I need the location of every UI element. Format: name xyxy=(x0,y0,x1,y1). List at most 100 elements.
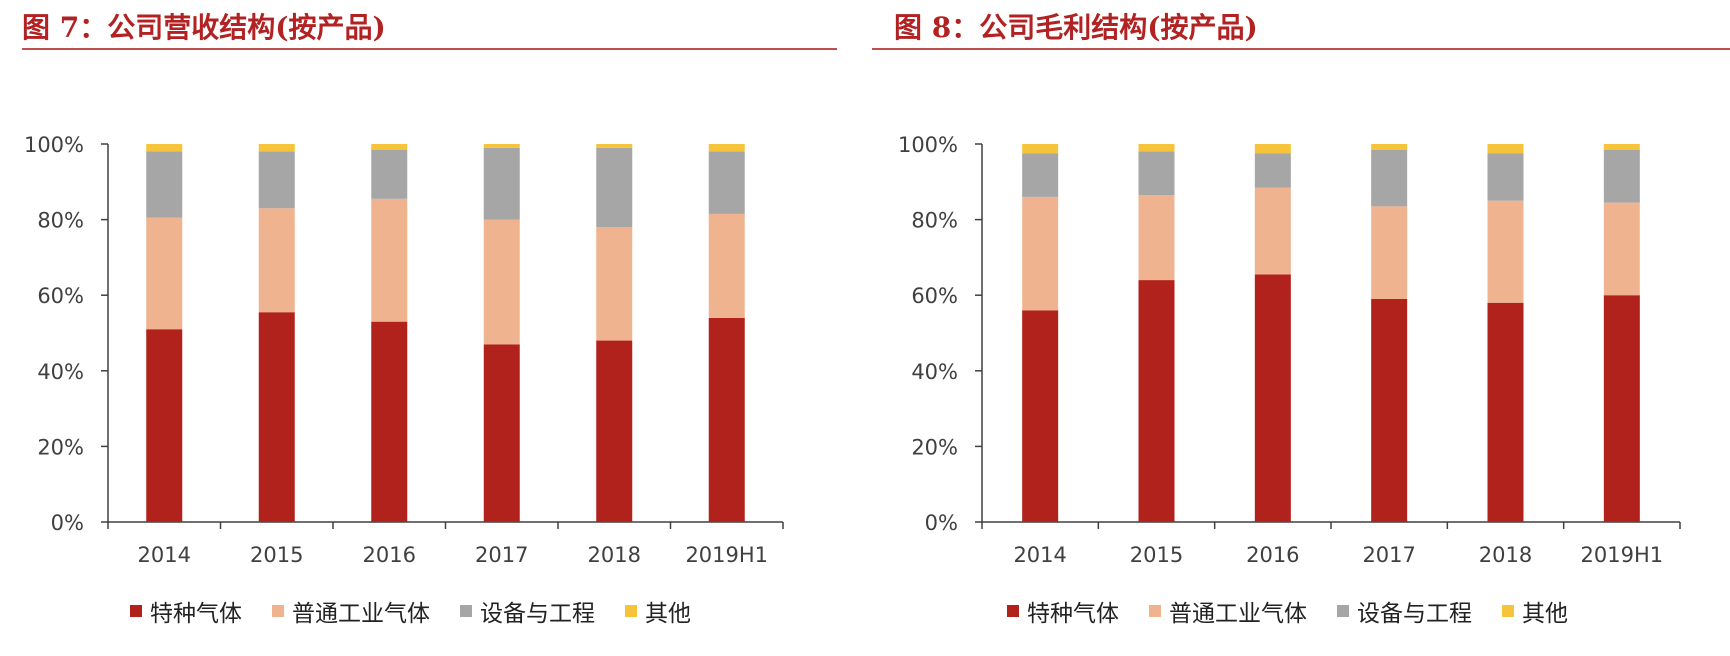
legend-item: 其他 xyxy=(625,594,691,628)
legend-item: 其他 xyxy=(1502,594,1568,628)
x-tick-label: 2016 xyxy=(1246,543,1299,567)
y-tick-label: 0% xyxy=(51,511,84,535)
bar-segment-industrial_gas xyxy=(1254,187,1291,275)
bar-segment-equipment xyxy=(596,147,633,228)
legend-label: 普通工业气体 xyxy=(292,601,430,627)
bar-segment-industrial_gas xyxy=(1603,202,1640,296)
y-tick-label: 60% xyxy=(911,284,958,308)
revenue-stacked-bar-chart: 0% 20% 40% 60% 80% 100% 2014 2015 2016 2017 2018 20… xyxy=(24,133,784,567)
bar-segment-other xyxy=(596,144,633,148)
y-tick-label: 40% xyxy=(911,360,958,384)
bar-segment-equipment xyxy=(1138,151,1175,196)
bar-segment-other xyxy=(371,144,408,150)
bar-segment-other xyxy=(483,144,520,148)
bar-segment-industrial_gas xyxy=(596,227,633,341)
bar-segment-special_gas xyxy=(1138,280,1175,522)
x-tick-label: 2015 xyxy=(250,543,303,567)
legend-swatch xyxy=(1007,605,1019,617)
y-tick-label: 80% xyxy=(911,209,958,233)
bar-segment-equipment xyxy=(1254,153,1291,188)
title-divider xyxy=(22,48,837,50)
bar-segment-industrial_gas xyxy=(146,217,183,330)
y-tick-label: 100% xyxy=(24,133,84,157)
x-tick-label: 2016 xyxy=(363,543,416,567)
x-tick-label: 2018 xyxy=(588,543,641,567)
chart-title: 图 8：公司毛利结构(按产品) xyxy=(894,11,1258,44)
bar-segment-other xyxy=(1603,144,1640,150)
y-tick-label: 80% xyxy=(37,209,84,233)
bar-segment-special_gas xyxy=(1603,295,1640,522)
bar-segment-equipment xyxy=(483,147,520,220)
bar-segment-industrial_gas xyxy=(1138,195,1175,281)
legend-swatch xyxy=(1149,605,1161,617)
bar-segment-special_gas xyxy=(146,329,183,522)
bar-segment-other xyxy=(1138,144,1175,152)
x-tick-label: 2019H1 xyxy=(1581,543,1664,567)
bar-segment-other xyxy=(1022,144,1059,154)
bar-segment-industrial_gas xyxy=(1371,206,1408,299)
bar-segment-industrial_gas xyxy=(371,198,408,322)
gross-profit-stacked-bar-chart: 0% 20% 40% 60% 80% 100% 2014 2015 2016 2017 2018 20… xyxy=(898,133,1681,567)
legend-label: 设备与工程 xyxy=(480,601,595,627)
legend-swatch xyxy=(625,605,637,617)
bar-segment-equipment xyxy=(1371,149,1408,207)
legend-swatch xyxy=(1502,605,1514,617)
x-tick-label: 2019H1 xyxy=(685,543,768,567)
bar-segment-other xyxy=(1254,144,1291,154)
bar-segment-special_gas xyxy=(596,340,633,522)
bar-segment-equipment xyxy=(258,151,295,209)
bar-segment-equipment xyxy=(146,151,183,218)
bar-segment-equipment xyxy=(708,151,745,214)
legend-label: 特种气体 xyxy=(1027,601,1119,627)
bar-segment-equipment xyxy=(1603,149,1640,203)
legend-item: 特种气体 xyxy=(130,594,242,628)
x-tick-label: 2015 xyxy=(1130,543,1183,567)
bar-segment-equipment xyxy=(1022,153,1059,197)
legend-item: 普通工业气体 xyxy=(1149,594,1307,628)
bar-segment-other xyxy=(1371,144,1408,150)
legend-label: 其他 xyxy=(645,601,691,627)
legend-label: 普通工业气体 xyxy=(1169,601,1307,627)
bar-segment-special_gas xyxy=(371,321,408,522)
bar-segment-other xyxy=(258,144,295,152)
y-tick-label: 40% xyxy=(37,360,84,384)
y-tick-label: 0% xyxy=(925,511,958,535)
title-divider xyxy=(872,48,1730,50)
gross-profit-structure-panel: 图 8：公司毛利结构(按产品) 0% 20% 40% 60% 80% 100% 2014 20… xyxy=(872,0,1730,656)
legend-item: 普通工业气体 xyxy=(272,594,430,628)
x-tick-label: 2017 xyxy=(475,543,528,567)
bar-segment-other xyxy=(1487,144,1524,154)
x-tick-label: 2018 xyxy=(1479,543,1532,567)
legend-item: 设备与工程 xyxy=(460,594,595,628)
bar-segment-industrial_gas xyxy=(258,208,295,313)
bar-segment-industrial_gas xyxy=(483,219,520,345)
bar-segment-special_gas xyxy=(1371,298,1408,522)
legend-swatch xyxy=(272,605,284,617)
x-tick-label: 2014 xyxy=(138,543,191,567)
bar-segment-special_gas xyxy=(1022,310,1059,522)
bar-segment-equipment xyxy=(371,149,408,199)
bar-segment-other xyxy=(708,144,745,152)
legend-item: 特种气体 xyxy=(1007,594,1119,628)
chart-legend: 特种气体 普通工业气体 设备与工程 其他 xyxy=(130,594,691,628)
x-tick-label: 2017 xyxy=(1362,543,1415,567)
legend-swatch xyxy=(1337,605,1349,617)
x-tick-label: 2014 xyxy=(1013,543,1066,567)
legend-label: 其他 xyxy=(1522,601,1568,627)
chart-title: 图 7：公司营收结构(按产品) xyxy=(22,11,386,44)
bar-segment-special_gas xyxy=(1487,302,1524,522)
bar-segment-other xyxy=(146,144,183,152)
revenue-structure-panel: 图 7：公司营收结构(按产品) 0% 20% 40% 60% 80% 100% 2014 20… xyxy=(0,0,840,656)
legend-swatch xyxy=(130,605,142,617)
chart-legend: 特种气体 普通工业气体 设备与工程 其他 xyxy=(1007,594,1568,628)
bar-segment-industrial_gas xyxy=(1022,196,1059,311)
bar-segment-special_gas xyxy=(483,344,520,522)
bar-segment-industrial_gas xyxy=(1487,200,1524,303)
bar-segment-equipment xyxy=(1487,153,1524,201)
bar-segment-special_gas xyxy=(258,312,295,522)
bar-segment-special_gas xyxy=(708,317,745,522)
y-tick-label: 100% xyxy=(898,133,958,157)
y-tick-label: 20% xyxy=(37,435,84,459)
bar-segment-special_gas xyxy=(1254,274,1291,522)
legend-label: 设备与工程 xyxy=(1357,601,1472,627)
